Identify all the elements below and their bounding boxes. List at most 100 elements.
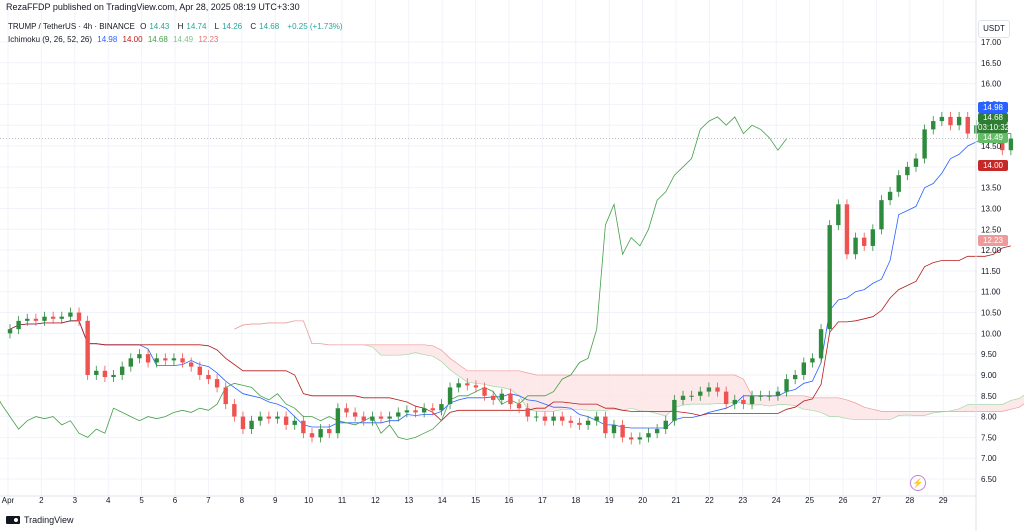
time-tick-label: 14 [438,496,447,505]
price-tick-label: 7.00 [981,454,997,463]
time-axis[interactable]: Apr 2 3 4 5 6 7 8 9 10 11 12 13 14 15 16 17 18 19 20 21 22 23 2… [2,496,948,505]
price-tick-label: 10.50 [981,309,1002,318]
ichimoku-span-b-value: 12.23 [198,35,219,44]
time-tick-label: 22 [705,496,714,505]
base-line [9,245,1011,422]
candle-body [715,387,720,392]
time-tick-label: 24 [772,496,781,505]
candle-body [7,329,13,334]
price-tick-label: 11.00 [981,288,1001,297]
time-tick-label: 4 [106,496,111,505]
candle-body [741,399,746,405]
candle-body [896,175,901,192]
candle-body [59,316,64,319]
candle-body [646,433,651,438]
candle-body [482,387,487,396]
candle-body [784,379,789,392]
candle-body [560,416,565,421]
time-tick-label: 20 [638,496,647,505]
ohlc-high: H 14.74 [177,22,207,31]
cloud-fill [234,320,1024,420]
candle-body [844,204,850,255]
candle-body [180,358,185,363]
candle-body [344,408,349,413]
candle-body [447,387,453,405]
candle-body [637,437,643,440]
candle-body [456,383,461,388]
candle-body [879,200,884,230]
price-tick-label: 12.00 [981,246,1002,255]
time-tick-label: 9 [273,496,278,505]
candle-body [862,237,867,246]
symbol-name[interactable]: TRUMP / TetherUS · 4h · BINANCE [8,22,135,31]
time-tick-label: 10 [304,496,313,505]
candle-body [232,404,237,417]
candle-body [775,391,781,396]
candle-body [258,416,263,421]
time-tick-label: 18 [571,496,580,505]
candle-body [810,358,815,363]
countdown-tag: 03:10:32 [978,123,1010,133]
currency-selector[interactable]: USDT [978,20,1010,38]
candle-body [629,437,634,440]
price-tick-label: 16.00 [981,80,1002,89]
price-tick-label: 9.50 [981,350,997,359]
candle-body [465,383,470,386]
candle-body [594,416,599,421]
candle-body [85,320,90,375]
price-tick-label: 11.50 [981,267,1001,276]
candle-body [327,429,332,434]
tradingview-logo-icon [6,516,20,524]
candle-body [68,312,73,317]
candle-body [266,416,272,419]
candle-body [421,408,427,413]
candle-body [25,318,30,321]
price-tick-label: 14.50 [981,142,1002,151]
ichimoku-label[interactable]: Ichimoku (9, 26, 52, 26) [8,35,93,44]
candle-body [396,412,401,417]
candle-body [965,116,970,134]
candle-body [698,391,703,396]
candles [7,111,1014,445]
candle-body [767,395,772,397]
price-tick-label: 8.50 [981,392,997,401]
candle-body [473,385,479,388]
candle-body [378,416,384,419]
candle-body [585,420,591,425]
candle-body [603,416,608,434]
footer-brand: TradingView [6,514,74,526]
candle-body [827,225,832,330]
price-tick-label: 8.00 [981,413,997,422]
candle-body [913,158,919,167]
candle-body [439,404,444,411]
candle-body [214,379,220,388]
lightning-icon[interactable]: ⚡ [910,475,926,491]
time-tick-label: 15 [471,496,480,505]
candle-body [939,116,945,122]
price-tick-label: 9.00 [981,371,997,380]
lagging-span-tag: 14.49 [978,133,1008,143]
candle-body [905,166,910,176]
brand-name: TradingView [24,515,74,525]
candle-body [352,412,358,417]
time-tick-label: 26 [839,496,848,505]
time-tick-label: 13 [404,496,413,505]
ichimoku-base-value: 14.00 [122,35,143,44]
candle-body [318,429,323,438]
candle-body [283,416,289,425]
candle-body [188,362,194,367]
time-tick-label: 16 [505,496,514,505]
candle-body [42,316,47,321]
candle-body [922,129,927,159]
ichimoku-span-a-value: 14.49 [173,35,194,44]
candle-body [197,366,203,375]
candle-body [33,318,39,321]
candle-body [301,420,306,434]
candle-body [430,408,435,411]
time-tick-label: 12 [371,496,380,505]
candle-body [1008,138,1014,151]
candle-body [223,387,228,405]
candle-body [128,358,133,367]
publisher-line: RezaFFDP published on TradingView.com, A… [6,2,300,12]
